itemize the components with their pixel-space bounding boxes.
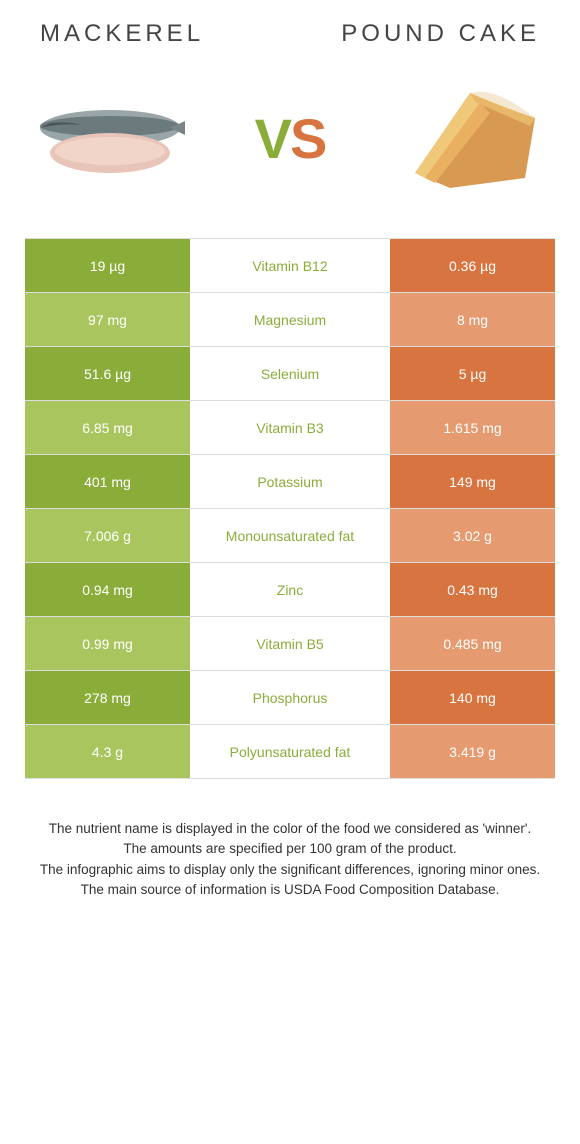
table-row: 6.85 mgVitamin B31.615 mg <box>25 401 555 455</box>
right-food-title: POUND CAKE <box>341 20 540 48</box>
footer-notes: The nutrient name is displayed in the co… <box>0 779 580 900</box>
left-value: 0.94 mg <box>25 563 190 616</box>
table-row: 0.99 mgVitamin B50.485 mg <box>25 617 555 671</box>
footer-line-4: The main source of information is USDA F… <box>35 880 545 900</box>
vs-label: VS <box>255 106 326 171</box>
table-row: 4.3 gPolyunsaturated fat3.419 g <box>25 725 555 779</box>
nutrient-name: Zinc <box>190 563 390 616</box>
left-value: 401 mg <box>25 455 190 508</box>
table-row: 51.6 µgSelenium5 µg <box>25 347 555 401</box>
right-value: 0.36 µg <box>390 239 555 292</box>
header: MACKEREL POUND CAKE <box>0 0 580 58</box>
left-value: 7.006 g <box>25 509 190 562</box>
vs-s: S <box>290 107 325 170</box>
nutrient-name: Potassium <box>190 455 390 508</box>
nutrient-name: Vitamin B12 <box>190 239 390 292</box>
nutrient-table: 19 µgVitamin B120.36 µg97 mgMagnesium8 m… <box>25 238 555 779</box>
right-value: 149 mg <box>390 455 555 508</box>
nutrient-name: Vitamin B5 <box>190 617 390 670</box>
fish-icon <box>30 93 190 183</box>
left-food-title: MACKEREL <box>40 20 204 48</box>
mackerel-image <box>30 83 190 193</box>
nutrient-name: Polyunsaturated fat <box>190 725 390 778</box>
nutrient-name: Magnesium <box>190 293 390 346</box>
left-value: 6.85 mg <box>25 401 190 454</box>
nutrient-name: Selenium <box>190 347 390 400</box>
nutrient-name: Monounsaturated fat <box>190 509 390 562</box>
right-value: 8 mg <box>390 293 555 346</box>
nutrient-name: Phosphorus <box>190 671 390 724</box>
table-row: 278 mgPhosphorus140 mg <box>25 671 555 725</box>
pound-cake-image <box>390 83 550 193</box>
footer-line-1: The nutrient name is displayed in the co… <box>35 819 545 839</box>
table-row: 401 mgPotassium149 mg <box>25 455 555 509</box>
right-value: 140 mg <box>390 671 555 724</box>
table-row: 7.006 gMonounsaturated fat3.02 g <box>25 509 555 563</box>
left-value: 0.99 mg <box>25 617 190 670</box>
left-value: 19 µg <box>25 239 190 292</box>
right-value: 5 µg <box>390 347 555 400</box>
cake-icon <box>395 78 545 198</box>
right-value: 3.419 g <box>390 725 555 778</box>
left-value: 4.3 g <box>25 725 190 778</box>
footer-line-3: The infographic aims to display only the… <box>35 860 545 880</box>
table-row: 19 µgVitamin B120.36 µg <box>25 239 555 293</box>
right-value: 0.485 mg <box>390 617 555 670</box>
right-value: 3.02 g <box>390 509 555 562</box>
right-value: 1.615 mg <box>390 401 555 454</box>
nutrient-name: Vitamin B3 <box>190 401 390 454</box>
left-value: 97 mg <box>25 293 190 346</box>
right-value: 0.43 mg <box>390 563 555 616</box>
table-row: 0.94 mgZinc0.43 mg <box>25 563 555 617</box>
images-row: VS <box>0 58 580 238</box>
left-value: 51.6 µg <box>25 347 190 400</box>
table-row: 97 mgMagnesium8 mg <box>25 293 555 347</box>
left-value: 278 mg <box>25 671 190 724</box>
footer-line-2: The amounts are specified per 100 gram o… <box>35 839 545 859</box>
vs-v: V <box>255 107 290 170</box>
